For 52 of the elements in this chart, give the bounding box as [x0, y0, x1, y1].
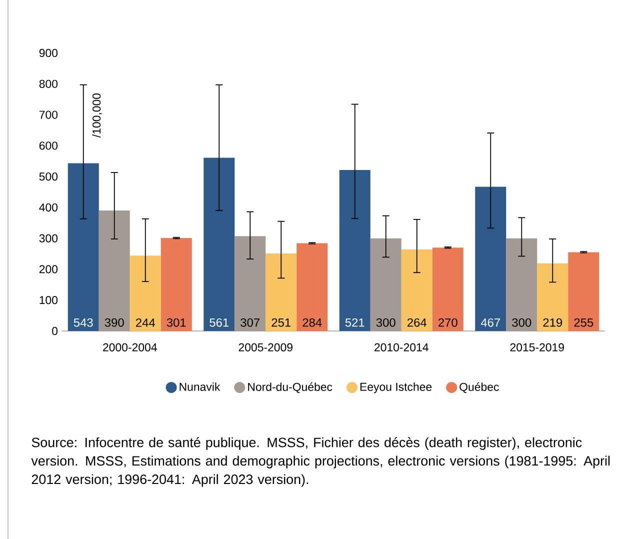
data-label: 521	[345, 318, 364, 327]
data-label: 284	[302, 318, 322, 327]
legend-label: Québec	[460, 382, 499, 394]
data-label: 561	[210, 318, 229, 327]
y-tick-label: 700	[39, 110, 58, 119]
source-note: Source: Infocentre de santé publique. MSSS, Fichier des décès (death register), electronic version. MSSS, Estimations and demographic projections, electronic versions (1981-1995: April 2012 version; 1996-2041: April 2023 version).	[31, 437, 610, 487]
bar	[475, 186, 506, 331]
bar	[432, 248, 464, 331]
data-label: 307	[240, 318, 260, 327]
y-tick-label: 200	[39, 265, 58, 274]
data-label: 300	[512, 318, 532, 327]
data-label: 301	[166, 318, 186, 327]
bar	[568, 252, 600, 331]
y-tick-label: 100	[40, 296, 58, 304]
bar	[130, 256, 161, 331]
x-tick-label: 2005-2009	[238, 343, 292, 352]
data-label: 244	[136, 318, 155, 327]
bar	[98, 210, 130, 331]
x-tick-label: 2000-2004	[103, 343, 157, 352]
y-axis-title: /100,000	[92, 93, 102, 138]
bar	[160, 238, 192, 331]
data-label: 270	[438, 318, 458, 327]
bar	[339, 170, 370, 331]
y-tick-label: 600	[39, 142, 58, 150]
y-tick-label: 400	[39, 203, 58, 212]
y-tick-label: 300	[39, 234, 58, 242]
bar	[370, 238, 402, 331]
data-label: 543	[74, 318, 93, 327]
data-label: 390	[104, 318, 124, 327]
bar	[506, 238, 538, 331]
bar	[234, 236, 266, 331]
bar	[204, 158, 235, 331]
y-tick-label: 900	[39, 48, 58, 58]
bar	[296, 243, 328, 331]
bar	[401, 249, 432, 331]
data-label: 467	[480, 318, 500, 327]
data-label: 251	[272, 318, 291, 327]
bar	[537, 263, 568, 331]
y-tick-label: 500	[39, 172, 58, 181]
bar	[266, 253, 297, 331]
legend-label: Eeyou Istchee	[360, 382, 432, 394]
bar	[68, 163, 99, 331]
data-label: 300	[376, 318, 396, 327]
legend-label: Nord-du-Québec	[248, 382, 332, 394]
data-label: 255	[574, 318, 594, 327]
data-label: 264	[408, 318, 426, 327]
y-tick-label: 800	[39, 80, 58, 88]
y-tick-label: 0	[52, 326, 58, 336]
x-tick-label: 2015-2019	[510, 343, 564, 352]
legend-label: Nunavik	[180, 382, 220, 391]
data-label: 219	[543, 318, 562, 327]
x-tick-label: 2010-2014	[374, 343, 428, 352]
